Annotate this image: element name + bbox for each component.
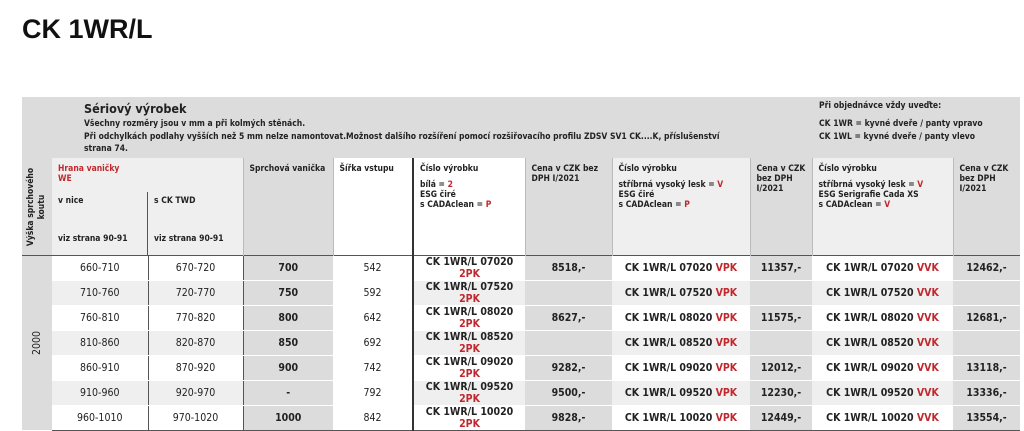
table-row: 710-760 720-770 750 592 CK 1WR/L 07520 2PK CK… <box>22 280 1020 306</box>
tray-size: 850 <box>242 330 333 356</box>
twd-range: 720-770 <box>147 280 243 306</box>
info-line: strana 74. <box>84 144 128 154</box>
price-table: Výška sprchového koutu Hrana vaničky WE v… <box>22 158 1020 431</box>
product-code: CK 1WR/L 07020 VPK <box>612 255 750 281</box>
price: 12449,- <box>750 405 812 431</box>
product-code: CK 1WR/L 08020 2PK <box>412 305 525 331</box>
tray-size: 700 <box>242 255 333 281</box>
price-header: Cena v CZK bez DPH I/2021 <box>749 158 812 256</box>
price: 13118,- <box>953 355 1020 381</box>
price: 9500,- <box>525 380 612 406</box>
product-code: CK 1WR/L 09020 2PK <box>412 355 525 381</box>
height-header: Výška sprchového koutu <box>22 158 52 256</box>
product-code: CK 1WR/L 10020 VPK <box>612 405 750 431</box>
product-code: CK 1WR/L 09520 2PK <box>412 380 525 406</box>
product-code: CK 1WR/L 08020 VVK <box>812 305 953 331</box>
price <box>525 330 612 356</box>
order-note: CK 1WL = kyvné dveře / panty vlevo <box>819 132 976 142</box>
entry-width: 642 <box>333 305 413 331</box>
twd-range: 920-970 <box>147 380 243 406</box>
entry-width: 692 <box>333 330 413 356</box>
table-row: 760-810 770-820 800 642 CK 1WR/L 08020 2PK 86… <box>22 305 1020 331</box>
product-code: CK 1WR/L 07020 2PK <box>412 255 525 281</box>
product-code: CK 1WR/L 07020 VVK <box>812 255 953 281</box>
price: 11575,- <box>750 305 812 331</box>
code-header-silver: Číslo výrobku stříbrná vysoký lesk = V ESG… <box>611 158 750 256</box>
price: 11357,- <box>750 255 812 281</box>
price: 8627,- <box>525 305 612 331</box>
product-code: CK 1WR/L 08520 VPK <box>612 330 750 356</box>
price <box>525 280 612 306</box>
table-row: 860-910 870-920 900 742 CK 1WR/L 09020 2PK 92… <box>22 355 1020 381</box>
table-row: 810-860 820-870 850 692 CK 1WR/L 08520 2PK CK… <box>22 330 1020 356</box>
table-row: 910-960 920-970-792 CK 1WR/L 09520 2PK 9500… <box>22 380 1020 406</box>
price: 9828,- <box>525 405 612 431</box>
product-code: CK 1WR/L 09020 VPK <box>612 355 750 381</box>
product-code: CK 1WR/L 09020 VVK <box>812 355 953 381</box>
info-line: Všechny rozměry jsou v mm a při kolmých … <box>84 119 306 129</box>
info-band: Sériový výrobek Všechny rozměry jsou v m… <box>22 97 1020 159</box>
niche-range: 660-710 <box>52 255 148 281</box>
product-code: CK 1WR/L 08020 VPK <box>612 305 750 331</box>
price <box>953 280 1020 306</box>
price: 12012,- <box>750 355 812 381</box>
niche-range: 760-810 <box>52 305 148 331</box>
series-heading: Sériový výrobek <box>84 101 187 116</box>
product-code: CK 1WR/L 07520 2PK <box>412 280 525 306</box>
price: 13336,- <box>953 380 1020 406</box>
product-code: CK 1WR/L 07520 VVK <box>812 280 953 306</box>
entry-width: 592 <box>333 280 413 306</box>
price <box>750 280 812 306</box>
twd-range: 820-870 <box>147 330 243 356</box>
order-note: CK 1WR = kyvné dveře / panty vpravo <box>819 119 983 129</box>
twd-range: 970-1020 <box>147 405 243 431</box>
product-code: CK 1WR/L 07520 VPK <box>612 280 750 306</box>
order-note-title: Při objednávce vždy uveďte: <box>819 101 942 111</box>
width-header: Šířka vstupu <box>332 158 413 256</box>
price-header: Cena v CZK bez DPH I/2021 <box>524 158 612 256</box>
tray-size: 900 <box>242 355 333 381</box>
tray-size: 1000 <box>242 405 333 431</box>
price: 9282,- <box>525 355 612 381</box>
niche-range: 960-1010 <box>52 405 148 431</box>
price <box>953 330 1020 356</box>
table-row: 2000 660-710 670-720 700 542 CK 1WR/L 07020 2… <box>22 255 1020 431</box>
twd-range: 770-820 <box>147 305 243 331</box>
niche-range: 910-960 <box>52 380 148 406</box>
product-code: CK 1WR/L 10020 2PK <box>412 405 525 431</box>
table-row: 960-1010 970-1020 1000 842 CK 1WR/L 10020 2P… <box>22 405 1020 431</box>
niche-range: 710-760 <box>52 280 148 306</box>
price: 12230,- <box>750 380 812 406</box>
price: 12681,- <box>953 305 1020 331</box>
entry-width: 742 <box>333 355 413 381</box>
tray-size: - <box>242 380 333 406</box>
entry-width: 842 <box>333 405 413 431</box>
price: 13554,- <box>953 405 1020 431</box>
product-code: CK 1WR/L 10020 VVK <box>812 405 953 431</box>
niche-range: 860-910 <box>52 355 148 381</box>
height-value: 2000 <box>22 255 52 431</box>
tray-header: Sprchová vanička <box>242 158 333 256</box>
info-line: Při odchylkách podlahy vyšších než 5 mm … <box>84 132 720 142</box>
niche-range: 810-860 <box>52 330 148 356</box>
twd-range: 670-720 <box>147 255 243 281</box>
entry-width: 792 <box>333 380 413 406</box>
price-header: Cena v CZK bez DPH I/2021 <box>952 158 1020 256</box>
entry-width: 542 <box>333 255 413 281</box>
product-code: CK 1WR/L 09520 VPK <box>612 380 750 406</box>
edge-header: Hrana vaničky WE v nice s CK TWD viz stra… <box>52 158 243 256</box>
price <box>750 330 812 356</box>
tray-size: 750 <box>242 280 333 306</box>
product-code: CK 1WR/L 08520 2PK <box>412 330 525 356</box>
page-title: CK 1WR/L <box>22 14 153 44</box>
tray-size: 800 <box>242 305 333 331</box>
product-code: CK 1WR/L 08520 VVK <box>812 330 953 356</box>
code-header-serigraphy: Číslo výrobku stříbrná vysoký lesk = V ESG… <box>811 158 953 256</box>
price: 8518,- <box>525 255 612 281</box>
code-header-white: Číslo výrobku bílá = 2 ESG čiré s CADAclean… <box>412 158 525 256</box>
product-code: CK 1WR/L 09520 VVK <box>812 380 953 406</box>
price: 12462,- <box>953 255 1020 281</box>
twd-range: 870-920 <box>147 355 243 381</box>
